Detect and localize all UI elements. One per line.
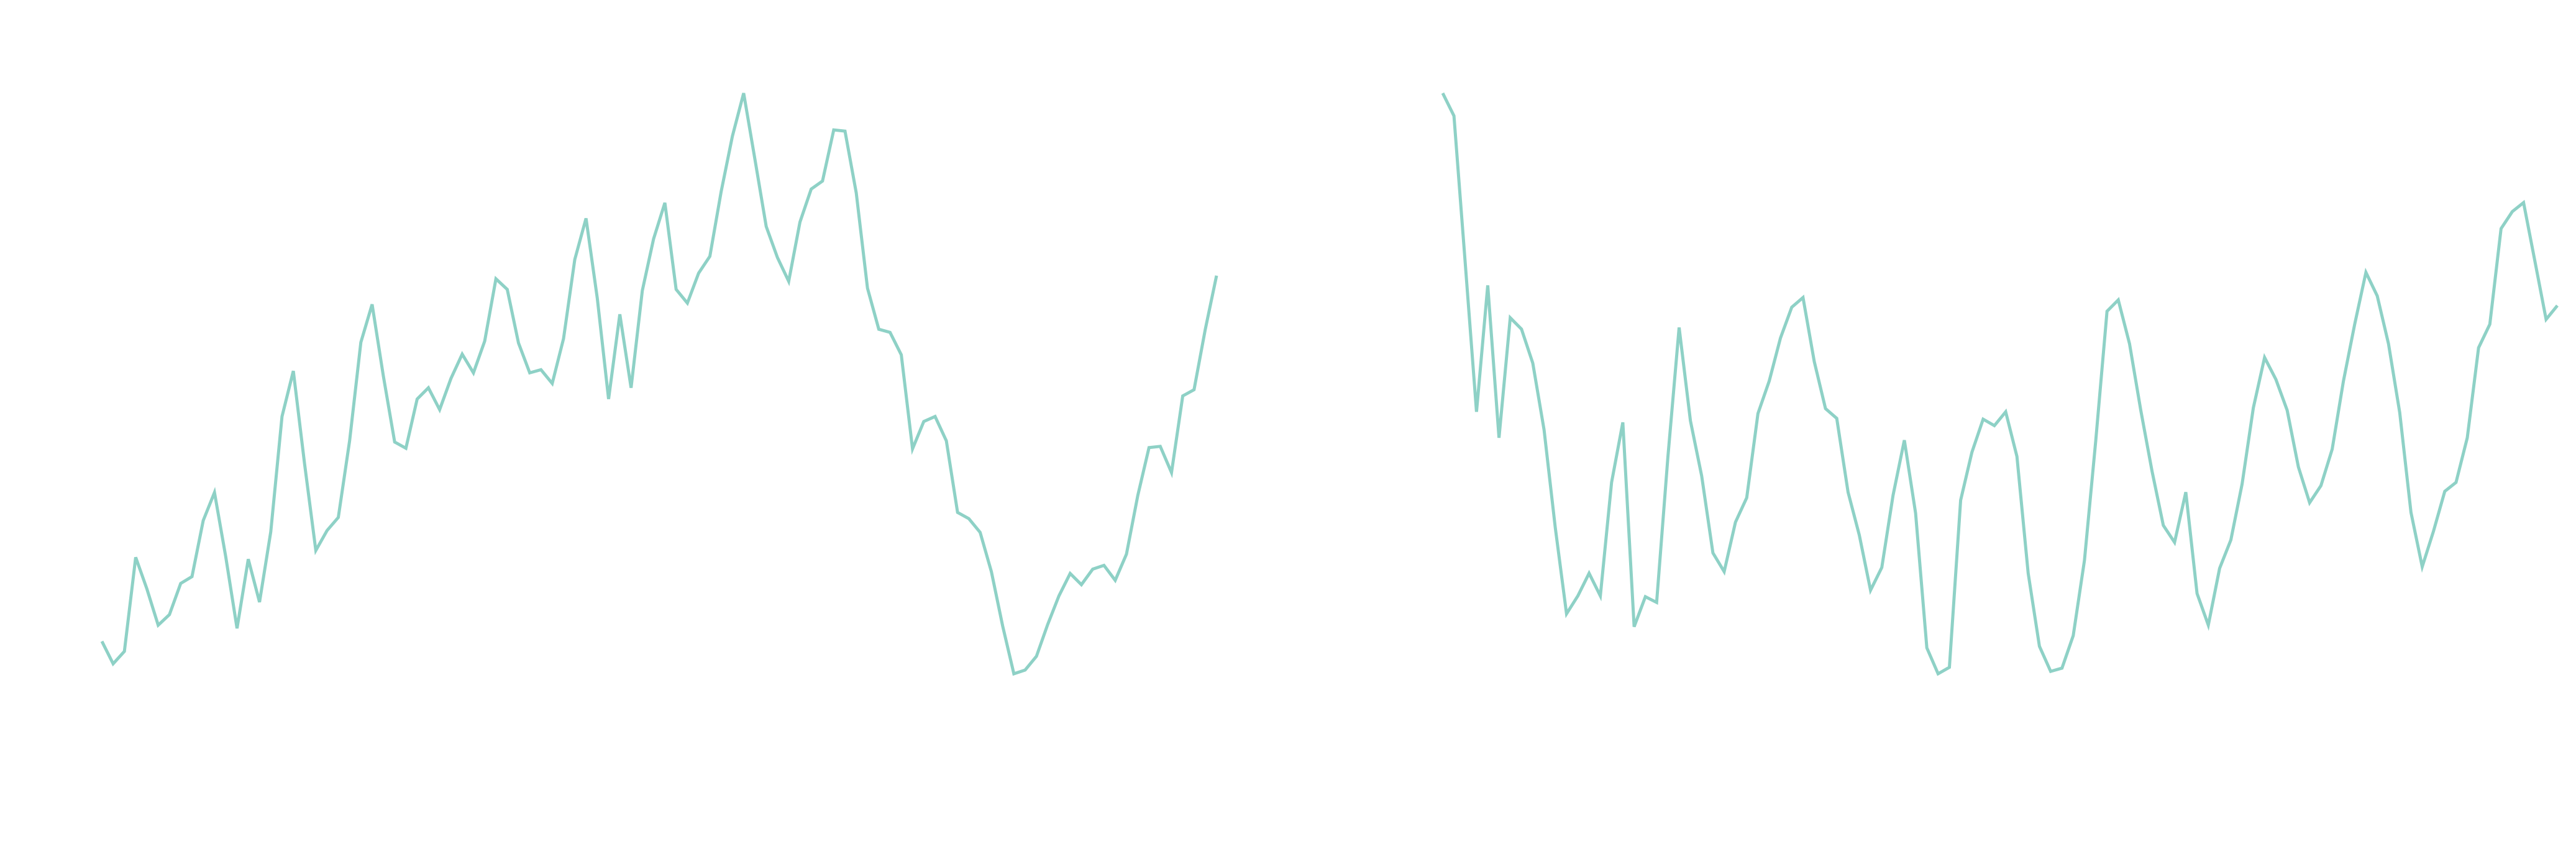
series-line-right (1441, 92, 2559, 676)
left-line-chart (100, 93, 1218, 676)
series-line-left (100, 93, 1218, 676)
right-line-chart (1441, 92, 2559, 676)
